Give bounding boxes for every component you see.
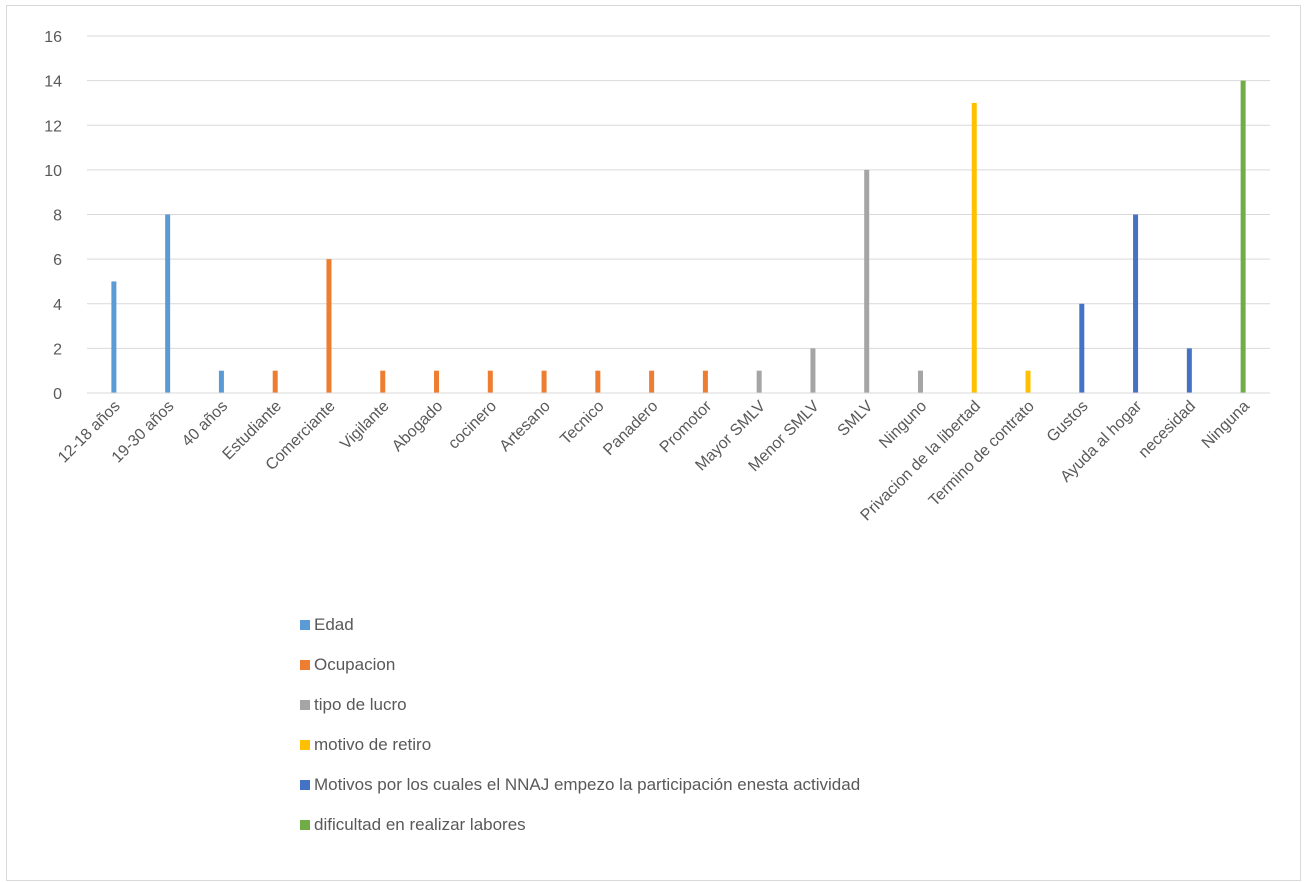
bar: [864, 169, 870, 393]
bar: [434, 370, 440, 393]
bar: [541, 370, 547, 393]
y-tick-label: 8: [53, 208, 62, 225]
y-tick-label: 10: [44, 163, 62, 180]
x-category-label: Artesano: [497, 398, 554, 455]
legend-label: Ocupacion: [314, 655, 396, 674]
x-category-label: Tecnico: [557, 398, 607, 448]
y-tick-label: 12: [44, 118, 62, 135]
x-category-label: Gustos: [1044, 398, 1092, 446]
bar: [810, 348, 816, 393]
x-category-label: cocinero: [445, 398, 500, 453]
legend-item: Edad: [300, 615, 860, 635]
x-category-label: SMLV: [835, 398, 877, 440]
bar: [1079, 303, 1085, 393]
x-category-label: necesidad: [1136, 398, 1200, 462]
bar: [1133, 214, 1139, 393]
legend-item: motivo de retiro: [300, 735, 860, 755]
x-category-label: Abogado: [389, 398, 446, 455]
legend-item: tipo de lucro: [300, 695, 860, 715]
bar: [971, 102, 977, 393]
legend-label: motivo de retiro: [314, 735, 432, 754]
y-tick-label: 6: [53, 252, 62, 269]
legend-label: Edad: [314, 615, 354, 634]
bar: [1240, 80, 1246, 393]
gridlines: [87, 35, 1270, 349]
legend-swatch: [300, 660, 310, 670]
bar: [702, 370, 708, 393]
x-category-label: Ninguna: [1199, 398, 1253, 452]
bar: [917, 370, 923, 393]
bar: [649, 370, 655, 393]
bar: [1025, 370, 1031, 393]
legend: Edad Ocupacion tipo de lucro motivo de reti…: [300, 615, 860, 855]
y-tick-label: 14: [44, 74, 62, 91]
y-tick-label: 0: [53, 386, 62, 403]
legend-swatch: [300, 780, 310, 790]
legend-swatch: [300, 820, 310, 830]
legend-label: dificultad en realizar labores: [314, 815, 526, 834]
bar: [1186, 348, 1192, 393]
chart-frame: 0 2 4 6 8 10 12 14 16 12-18 años 19-30 años 40 año…: [6, 5, 1301, 881]
bar: [487, 370, 493, 393]
bar: [756, 370, 762, 393]
bar: [218, 370, 224, 393]
x-category-label: 40 años: [179, 398, 231, 450]
bar: [380, 370, 386, 393]
x-category-label: Ninguno: [876, 398, 930, 452]
legend-swatch: [300, 700, 310, 710]
bar: [272, 370, 278, 393]
bar: [111, 281, 117, 393]
x-category-label: Panadero: [600, 398, 661, 459]
legend-item: Motivos por los cuales el NNAJ empezo la…: [300, 775, 860, 795]
bar: [326, 259, 332, 393]
y-tick-label: 2: [53, 341, 62, 358]
x-category-label: Termino de contrato: [926, 398, 1038, 510]
y-tick-label: 16: [44, 29, 62, 46]
legend-item: Ocupacion: [300, 655, 860, 675]
y-tick-labels: 0 2 4 6 8 10 12 14 16: [44, 29, 62, 403]
y-tick-label: 4: [53, 297, 62, 314]
legend-swatch: [300, 620, 310, 630]
x-category-label: Vigilante: [337, 398, 392, 453]
legend-item: dificultad en realizar labores: [300, 815, 860, 835]
legend-swatch: [300, 740, 310, 750]
bars: [111, 80, 1246, 393]
bar: [595, 370, 601, 393]
legend-label: Motivos por los cuales el NNAJ empezo la…: [314, 775, 861, 794]
bar: [165, 214, 171, 393]
legend-label: tipo de lucro: [314, 695, 407, 714]
